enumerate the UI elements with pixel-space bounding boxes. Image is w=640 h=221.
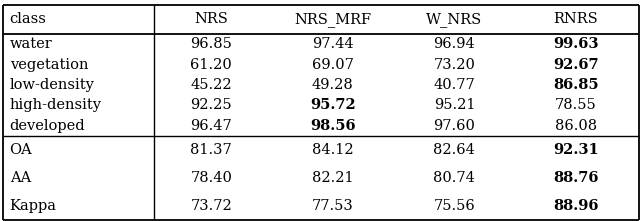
Text: 96.94: 96.94	[433, 37, 476, 51]
Text: 92.67: 92.67	[553, 58, 599, 72]
Text: 96.85: 96.85	[190, 37, 232, 51]
Text: 97.44: 97.44	[312, 37, 354, 51]
Text: 73.20: 73.20	[433, 58, 476, 72]
Text: 40.77: 40.77	[433, 78, 476, 92]
Text: 78.55: 78.55	[555, 98, 597, 112]
Text: 95.72: 95.72	[310, 98, 356, 112]
Text: 69.07: 69.07	[312, 58, 354, 72]
Text: 96.47: 96.47	[190, 119, 232, 133]
Text: class: class	[10, 12, 47, 27]
Text: 82.64: 82.64	[433, 143, 476, 157]
Text: vegetation: vegetation	[10, 58, 88, 72]
Text: RNRS: RNRS	[554, 12, 598, 27]
Text: 88.96: 88.96	[553, 199, 599, 213]
Text: 45.22: 45.22	[190, 78, 232, 92]
Text: 49.28: 49.28	[312, 78, 354, 92]
Text: 77.53: 77.53	[312, 199, 354, 213]
Text: 82.21: 82.21	[312, 171, 354, 185]
Text: 92.25: 92.25	[190, 98, 232, 112]
Text: 86.85: 86.85	[553, 78, 599, 92]
Text: 97.60: 97.60	[433, 119, 476, 133]
Text: OA: OA	[10, 143, 33, 157]
Text: W_NRS: W_NRS	[426, 12, 483, 27]
Text: 95.21: 95.21	[434, 98, 475, 112]
Text: 98.56: 98.56	[310, 119, 356, 133]
Text: 61.20: 61.20	[190, 58, 232, 72]
Text: low-density: low-density	[10, 78, 95, 92]
Text: NRS: NRS	[195, 12, 228, 27]
Text: 78.40: 78.40	[190, 171, 232, 185]
Text: 75.56: 75.56	[433, 199, 476, 213]
Text: 92.31: 92.31	[553, 143, 599, 157]
Text: NRS_MRF: NRS_MRF	[294, 12, 371, 27]
Text: 88.76: 88.76	[553, 171, 599, 185]
Text: 73.72: 73.72	[190, 199, 232, 213]
Text: 80.74: 80.74	[433, 171, 476, 185]
Text: water: water	[10, 37, 52, 51]
Text: 81.37: 81.37	[190, 143, 232, 157]
Text: AA: AA	[10, 171, 31, 185]
Text: 86.08: 86.08	[555, 119, 597, 133]
Text: developed: developed	[10, 119, 85, 133]
Text: Kappa: Kappa	[10, 199, 56, 213]
Text: high-density: high-density	[10, 98, 102, 112]
Text: 84.12: 84.12	[312, 143, 354, 157]
Text: 99.63: 99.63	[553, 37, 599, 51]
